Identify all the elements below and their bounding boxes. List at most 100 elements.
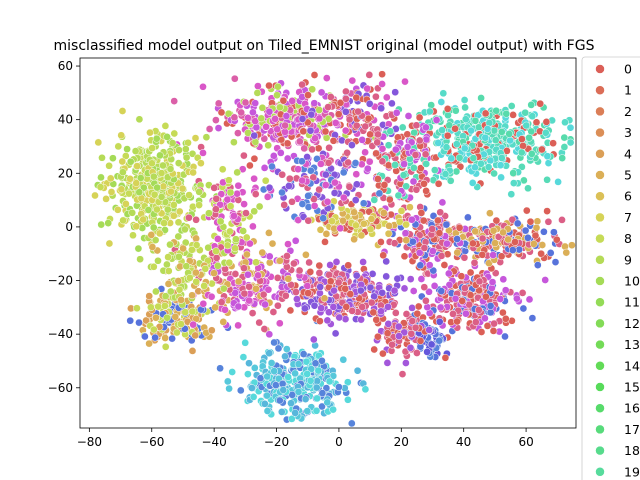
data-point <box>464 213 472 222</box>
data-point <box>412 121 421 130</box>
data-point <box>383 329 392 338</box>
data-point <box>255 202 264 211</box>
data-point <box>288 197 296 206</box>
data-point <box>413 309 422 318</box>
data-point <box>153 183 162 192</box>
data-point <box>409 287 418 295</box>
legend-label: 16 <box>624 401 640 416</box>
data-point <box>261 176 270 185</box>
data-point <box>230 113 239 122</box>
data-point <box>243 250 251 259</box>
data-point <box>443 131 452 140</box>
y-tick-label: 0 <box>65 220 73 234</box>
data-point <box>91 191 99 200</box>
data-point <box>288 97 297 105</box>
data-point <box>453 317 461 326</box>
legend-label: 15 <box>624 380 640 395</box>
data-point <box>205 209 213 218</box>
data-point <box>502 109 511 118</box>
data-point <box>434 179 443 188</box>
data-point <box>401 229 410 238</box>
data-point <box>189 168 197 177</box>
data-point <box>360 219 368 228</box>
data-point <box>499 275 508 284</box>
data-point <box>525 295 534 304</box>
data-point <box>331 329 340 338</box>
data-point <box>505 130 514 138</box>
data-point <box>219 318 228 326</box>
legend-label: 8 <box>624 231 632 246</box>
data-point <box>292 288 300 296</box>
data-point <box>372 92 380 101</box>
data-point <box>163 133 171 141</box>
data-point <box>126 174 134 183</box>
data-point <box>408 304 416 312</box>
data-point <box>133 162 141 170</box>
data-point <box>374 332 382 341</box>
data-point <box>159 182 168 191</box>
data-point <box>394 322 403 331</box>
data-point <box>282 112 291 120</box>
data-point <box>375 189 384 198</box>
data-point <box>272 381 280 389</box>
data-point <box>212 116 220 124</box>
data-point <box>175 285 184 294</box>
data-point <box>521 108 530 117</box>
data-point <box>509 179 518 187</box>
data-point <box>384 303 392 311</box>
legend-label: 6 <box>624 189 632 204</box>
data-point <box>320 294 329 303</box>
data-point <box>174 218 183 227</box>
data-point <box>117 185 126 194</box>
data-point <box>408 215 416 224</box>
data-point <box>240 151 248 160</box>
data-point <box>263 193 272 201</box>
data-point <box>400 160 408 168</box>
legend-marker <box>595 339 605 350</box>
data-point <box>379 349 387 358</box>
data-point <box>281 291 290 300</box>
data-point <box>486 156 495 165</box>
data-point <box>168 139 177 147</box>
data-point <box>298 80 306 89</box>
data-point <box>528 314 537 322</box>
data-point <box>281 128 289 136</box>
data-point <box>234 181 243 190</box>
data-point <box>145 339 153 348</box>
data-point <box>251 190 260 198</box>
data-point <box>181 145 190 153</box>
data-point <box>149 172 158 181</box>
data-point <box>212 205 220 214</box>
data-point <box>319 214 328 223</box>
data-point <box>374 175 382 183</box>
data-point <box>562 248 571 257</box>
data-point <box>283 154 292 163</box>
data-point <box>334 110 343 119</box>
data-point <box>471 227 480 236</box>
legend-marker <box>595 149 605 159</box>
data-point <box>265 252 274 261</box>
data-point <box>489 327 498 335</box>
data-point <box>341 107 350 116</box>
data-point <box>366 130 374 139</box>
data-point <box>483 322 492 330</box>
data-point <box>415 113 424 122</box>
data-point <box>306 126 315 135</box>
data-point <box>315 114 324 123</box>
data-point <box>230 138 238 147</box>
data-point <box>455 223 464 232</box>
data-point <box>177 296 185 304</box>
data-point <box>429 247 437 255</box>
data-point <box>428 225 437 233</box>
data-point <box>496 295 505 303</box>
x-tick-label: 60 <box>518 435 533 449</box>
data-point <box>252 123 261 132</box>
data-point <box>284 373 293 381</box>
data-point <box>159 161 167 170</box>
legend-marker <box>595 424 605 435</box>
data-point <box>507 190 516 199</box>
data-point <box>467 126 475 135</box>
data-point <box>223 195 232 204</box>
legend-label: 19 <box>624 464 640 479</box>
data-point <box>341 126 350 135</box>
